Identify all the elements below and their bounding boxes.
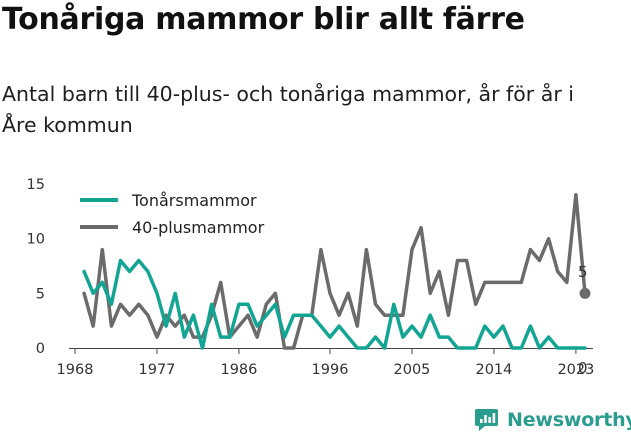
axes: 0 5 10 15 1968 1977 1986 1996 2005 2014 2023 bbox=[27, 177, 595, 378]
newsworthy-logo-text: Newsworthy bbox=[507, 408, 631, 431]
series-layer bbox=[82, 193, 591, 350]
x-tick-label: 1977 bbox=[139, 362, 176, 378]
x-tick-label: 2023 bbox=[557, 362, 594, 378]
x-tick-label: 2005 bbox=[394, 362, 431, 378]
legend-label-teen: Tonårsmammor bbox=[131, 191, 257, 210]
chart-title: Tonåriga mammor blir allt färre bbox=[2, 2, 525, 37]
legend-label-forty: 40-plusmammor bbox=[132, 218, 265, 237]
y-tick-label: 10 bbox=[27, 232, 45, 248]
series-line-teen bbox=[82, 258, 578, 350]
x-tick-label: 2014 bbox=[475, 362, 512, 378]
chart-subtitle: Antal barn till 40-plus- och tonåriga ma… bbox=[2, 82, 574, 137]
end-point-forty bbox=[579, 287, 591, 299]
y-tick-label: 5 bbox=[36, 286, 45, 302]
end-label-forty: 5 bbox=[578, 263, 588, 281]
end-labels: 5 0 bbox=[578, 263, 588, 377]
newsworthy-logo-icon bbox=[475, 409, 498, 431]
y-tick-label: 15 bbox=[27, 177, 45, 193]
newsworthy-logo: Newsworthy bbox=[474, 407, 631, 432]
x-tick-label: 1996 bbox=[312, 362, 349, 378]
end-label-teen: 0 bbox=[578, 359, 588, 377]
y-tick-label: 0 bbox=[36, 341, 45, 357]
legend: Tonårsmammor 40-plusmammor bbox=[80, 191, 265, 237]
x-tick-label: 1968 bbox=[57, 362, 94, 378]
x-tick-label: 1986 bbox=[220, 362, 257, 378]
series-line-forty bbox=[82, 193, 578, 350]
series-extension-forty bbox=[574, 193, 587, 296]
